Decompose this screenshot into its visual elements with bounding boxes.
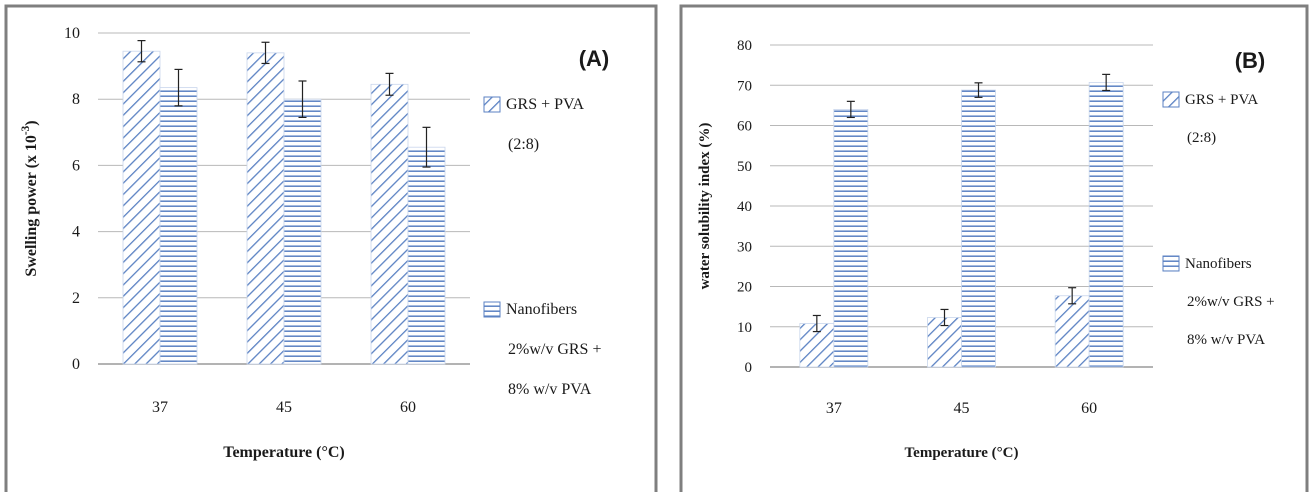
x-tick-label-60: 60 <box>1081 400 1097 417</box>
error-bar-series2-60 <box>1102 73 1111 92</box>
bar-series1-45 <box>246 52 285 365</box>
y-tick-label: 70 <box>737 78 752 94</box>
error-bar-series1-37 <box>812 314 821 333</box>
legend-item-series1: GRS + PVA (2:8) <box>483 96 585 153</box>
chart-b: 0 10 20 30 40 50 60 70 80 37 45 60 Temperature (°C) w… <box>679 4 1309 492</box>
legend-item-series2: Nanofibers 2%w/v GRS + 8% w/v PVA <box>483 301 601 398</box>
error-bar-series2-45 <box>298 80 307 119</box>
legend-swatch <box>1162 91 1180 108</box>
legend-label: GRS + PVA <box>1185 92 1258 108</box>
chart-frame <box>4 4 658 492</box>
chart-a: 0 2 4 6 8 10 37 45 60 Temperature (°C) Swelling po… <box>4 4 658 492</box>
legend-swatch <box>1162 255 1180 272</box>
legend-label: (2:8) <box>1187 130 1216 146</box>
panel-label: (A) <box>579 46 610 71</box>
legend-label: 2%w/v GRS + <box>508 341 601 358</box>
error-bar-series1-60 <box>1068 287 1077 305</box>
legend-label: 8% w/v PVA <box>1187 332 1265 348</box>
error-bar-series1-45 <box>261 41 270 65</box>
y-tick-label: 2 <box>72 290 80 307</box>
panel-label: (B) <box>1235 48 1266 73</box>
error-bar-series2-45 <box>974 82 983 98</box>
y-tick-label: 0 <box>745 360 753 376</box>
x-tick-label-37: 37 <box>152 399 168 416</box>
panel-b: 0 10 20 30 40 50 60 70 80 37 45 60 Temperature (°C) w… <box>675 0 1312 492</box>
y-axis-label: Swelling power (x 10-3) <box>20 120 40 276</box>
x-tick-label-60: 60 <box>400 399 416 416</box>
x-axis-label: Temperature (°C) <box>223 444 344 461</box>
legend-label: Nanofibers <box>506 301 577 318</box>
legend-swatch <box>483 301 501 318</box>
y-tick-label: 50 <box>737 159 752 175</box>
error-bar-series1-37 <box>137 40 146 63</box>
y-tick-label: 10 <box>64 25 80 42</box>
legend-label: GRS + PVA <box>506 96 585 113</box>
y-tick-label: 10 <box>737 320 752 336</box>
x-tick-label-37: 37 <box>826 400 842 417</box>
legend-label: 2%w/v GRS + <box>1187 294 1275 310</box>
y-tick-label: 80 <box>737 38 752 54</box>
legend-label: Nanofibers <box>1185 256 1252 272</box>
x-tick-label-45: 45 <box>276 399 292 416</box>
y-tick-label: 30 <box>737 239 752 255</box>
chart-frame <box>679 4 1309 492</box>
y-axis-label: water solubility index (%) <box>697 123 713 290</box>
y-tick-label: 8 <box>72 91 80 108</box>
error-bar-series1-45 <box>940 308 949 327</box>
error-bar-series2-60 <box>422 126 431 168</box>
bar-series2-37 <box>833 109 869 368</box>
bar-series2-45 <box>283 98 322 365</box>
bar-series2-45 <box>961 89 996 368</box>
x-tick-label-45: 45 <box>954 400 970 417</box>
bar-series2-37 <box>159 87 198 365</box>
legend-label: 8% w/v PVA <box>508 381 592 398</box>
error-bar-series2-37 <box>174 68 183 107</box>
error-bar-series2-37 <box>846 100 855 119</box>
y-tick-label: 4 <box>72 224 80 241</box>
legend-item-series1: GRS + PVA (2:8) <box>1162 91 1258 146</box>
bar-series1-60 <box>370 83 409 365</box>
bar-series1-60 <box>1054 295 1090 368</box>
y-tick-label: 0 <box>72 356 80 373</box>
y-tick-label: 60 <box>737 119 752 135</box>
error-bar-series1-60 <box>385 72 394 96</box>
x-axis-label: Temperature (°C) <box>905 445 1019 461</box>
legend-label: (2:8) <box>508 136 539 153</box>
panel-a: 0 2 4 6 8 10 37 45 60 Temperature (°C) Swelling po… <box>4 4 658 492</box>
y-tick-label: 6 <box>72 157 80 174</box>
legend-swatch <box>483 96 501 113</box>
legend-item-series2: Nanofibers 2%w/v GRS + 8% w/v PVA <box>1162 255 1275 348</box>
bar-series2-60 <box>1088 82 1124 368</box>
y-tick-label: 20 <box>737 280 752 296</box>
bar-series1-37 <box>122 50 161 365</box>
bar-series2-60 <box>407 146 446 365</box>
y-tick-label: 40 <box>737 199 752 215</box>
